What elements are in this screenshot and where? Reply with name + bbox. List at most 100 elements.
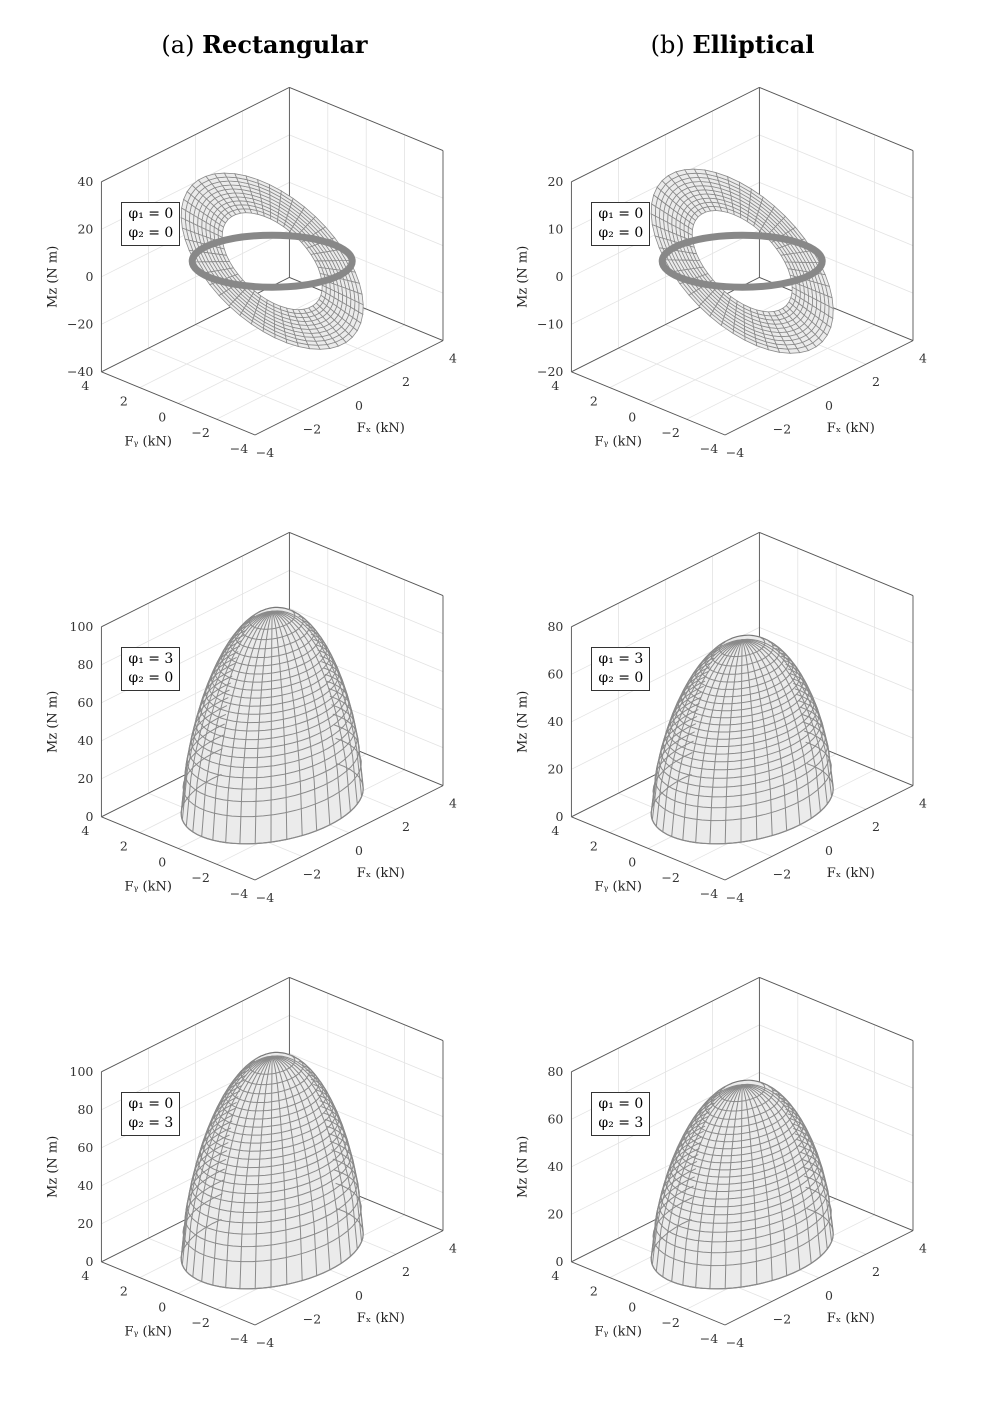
- mesh-meridian: [741, 1084, 773, 1281]
- mesh-parallel: [202, 661, 342, 724]
- mesh-meridian: [709, 1084, 743, 1289]
- axis-line: [571, 371, 726, 436]
- z-tick-label: 80: [77, 1102, 93, 1117]
- legend-entry: φ₂ = 0: [598, 225, 644, 242]
- y-tick-label: 4: [81, 823, 89, 838]
- y-tick-label: 2: [120, 1284, 128, 1299]
- x-tick-label: −2: [303, 1311, 321, 1326]
- x-tick-label: 0: [825, 1288, 833, 1303]
- y-tick-label: −2: [191, 870, 209, 885]
- mesh-parallel: [202, 1106, 342, 1169]
- mesh-meridian: [682, 1084, 743, 1286]
- z-axis-label: Mz (N m): [45, 1136, 60, 1198]
- column-title-elliptical: (b) Elliptical: [484, 30, 981, 59]
- mesh-parallel: [654, 1175, 830, 1254]
- axis-line: [101, 1261, 256, 1326]
- z-tick-label: 80: [547, 619, 563, 634]
- x-tick-label: 0: [355, 843, 363, 858]
- y-tick-label: 2: [120, 839, 128, 854]
- mesh-meridian: [225, 1055, 273, 1288]
- box-edge: [289, 86, 444, 152]
- box-edge: [571, 976, 760, 1073]
- mesh-meridian: [741, 639, 788, 831]
- x-tick-label: −4: [726, 1335, 744, 1350]
- mesh-meridian: [671, 639, 743, 837]
- y-tick-label: −4: [700, 886, 718, 901]
- mesh-meridian: [724, 639, 743, 844]
- y-axis-label: Fᵧ (kN): [124, 1324, 171, 1339]
- parameter-legend: φ₁ = 3 φ₂ = 0: [591, 647, 651, 692]
- column-name: Elliptical: [692, 30, 815, 59]
- x-tick-label: 0: [355, 1288, 363, 1303]
- mesh-parallel: [199, 667, 345, 732]
- mesh-meridian: [741, 1084, 758, 1285]
- mesh-parallel: [248, 1053, 296, 1075]
- mesh-parallel: [662, 1145, 822, 1216]
- y-tick-label: 4: [551, 823, 559, 838]
- mesh-parallel: [195, 680, 350, 749]
- box-edge: [101, 86, 290, 183]
- surface-mesh: [180, 606, 364, 845]
- mesh-parallel: [718, 1081, 766, 1103]
- mesh-meridian: [272, 610, 351, 812]
- wall-grid-line: [759, 579, 914, 644]
- mesh-ring-band: [188, 231, 356, 291]
- z-axis-label: Mz (N m): [45, 691, 60, 753]
- y-tick-label: −4: [700, 441, 718, 456]
- z-tick-label: 100: [70, 619, 94, 634]
- z-tick-label: 100: [70, 1064, 94, 1079]
- mesh-ring-band: [658, 231, 826, 291]
- x-tick-label: −2: [773, 1311, 791, 1326]
- wall-grid-line: [759, 1072, 914, 1136]
- y-axis-label: Fᵧ (kN): [124, 434, 171, 449]
- mesh-meridian: [742, 639, 812, 819]
- mesh-meridian: [185, 1055, 273, 1272]
- mesh-meridian: [741, 639, 758, 840]
- z-tick-label: −40: [67, 364, 93, 379]
- column-prefix: (a): [161, 31, 195, 59]
- mesh-meridian: [695, 1084, 743, 1288]
- mesh-meridian: [741, 1084, 801, 1270]
- mesh-parallel: [675, 1117, 810, 1178]
- wall-grid-line: [759, 134, 914, 199]
- mesh-meridian: [185, 610, 273, 827]
- floor-grid-line: [609, 292, 798, 388]
- legend-entry: φ₁ = 0: [598, 206, 644, 223]
- surface-mesh: [650, 1079, 834, 1290]
- y-tick-label: 0: [628, 409, 636, 424]
- surface-plot: −4 −2 0 2 4 −4 −2 0 2 4 0 20 40 60 80 100 Fₓ (kN) Fᵧ (kN)…: [0, 890, 497, 1350]
- x-tick-label: 4: [919, 351, 927, 366]
- wall-grid-line: [289, 1015, 444, 1079]
- axis-line: [101, 371, 256, 436]
- mesh-parallel: [205, 1100, 340, 1160]
- box-edge: [571, 531, 760, 628]
- surface-plot: −4 −2 0 2 4 −4 −2 0 2 4 −20 −10 0 10 20 Fₓ (kN) Fᵧ (kN) M…: [470, 0, 967, 460]
- wall-grid-line: [289, 570, 444, 634]
- mesh-meridian: [740, 1084, 743, 1288]
- axis-line: [101, 816, 256, 881]
- x-axis-label: Fₓ (kN): [827, 1311, 875, 1326]
- y-tick-label: 0: [158, 409, 166, 424]
- z-tick-label: 10: [547, 221, 563, 236]
- x-tick-label: 4: [449, 796, 457, 811]
- mesh-parallel: [650, 763, 834, 845]
- mesh-parallel: [192, 1132, 352, 1204]
- x-tick-label: 4: [449, 351, 457, 366]
- mesh-meridian: [741, 1084, 788, 1276]
- mesh-parallel: [197, 673, 347, 741]
- z-tick-label: 40: [547, 1159, 563, 1174]
- parameter-legend: φ₁ = 0 φ₂ = 0: [121, 202, 181, 247]
- x-tick-label: −4: [256, 445, 274, 460]
- z-tick-label: 0: [555, 1254, 563, 1269]
- surface-plot: −4 −2 0 2 4 −4 −2 0 2 4 −40 −20 0 20 40 Fₓ (kN) Fᵧ (kN) M…: [0, 0, 497, 460]
- z-tick-label: 0: [555, 809, 563, 824]
- x-tick-label: 0: [825, 843, 833, 858]
- mesh-parallel: [665, 693, 820, 763]
- floor-grid-line: [139, 292, 328, 388]
- z-tick-label: −20: [537, 364, 563, 379]
- mesh-meridian: [724, 1084, 743, 1289]
- y-tick-label: 0: [628, 854, 636, 869]
